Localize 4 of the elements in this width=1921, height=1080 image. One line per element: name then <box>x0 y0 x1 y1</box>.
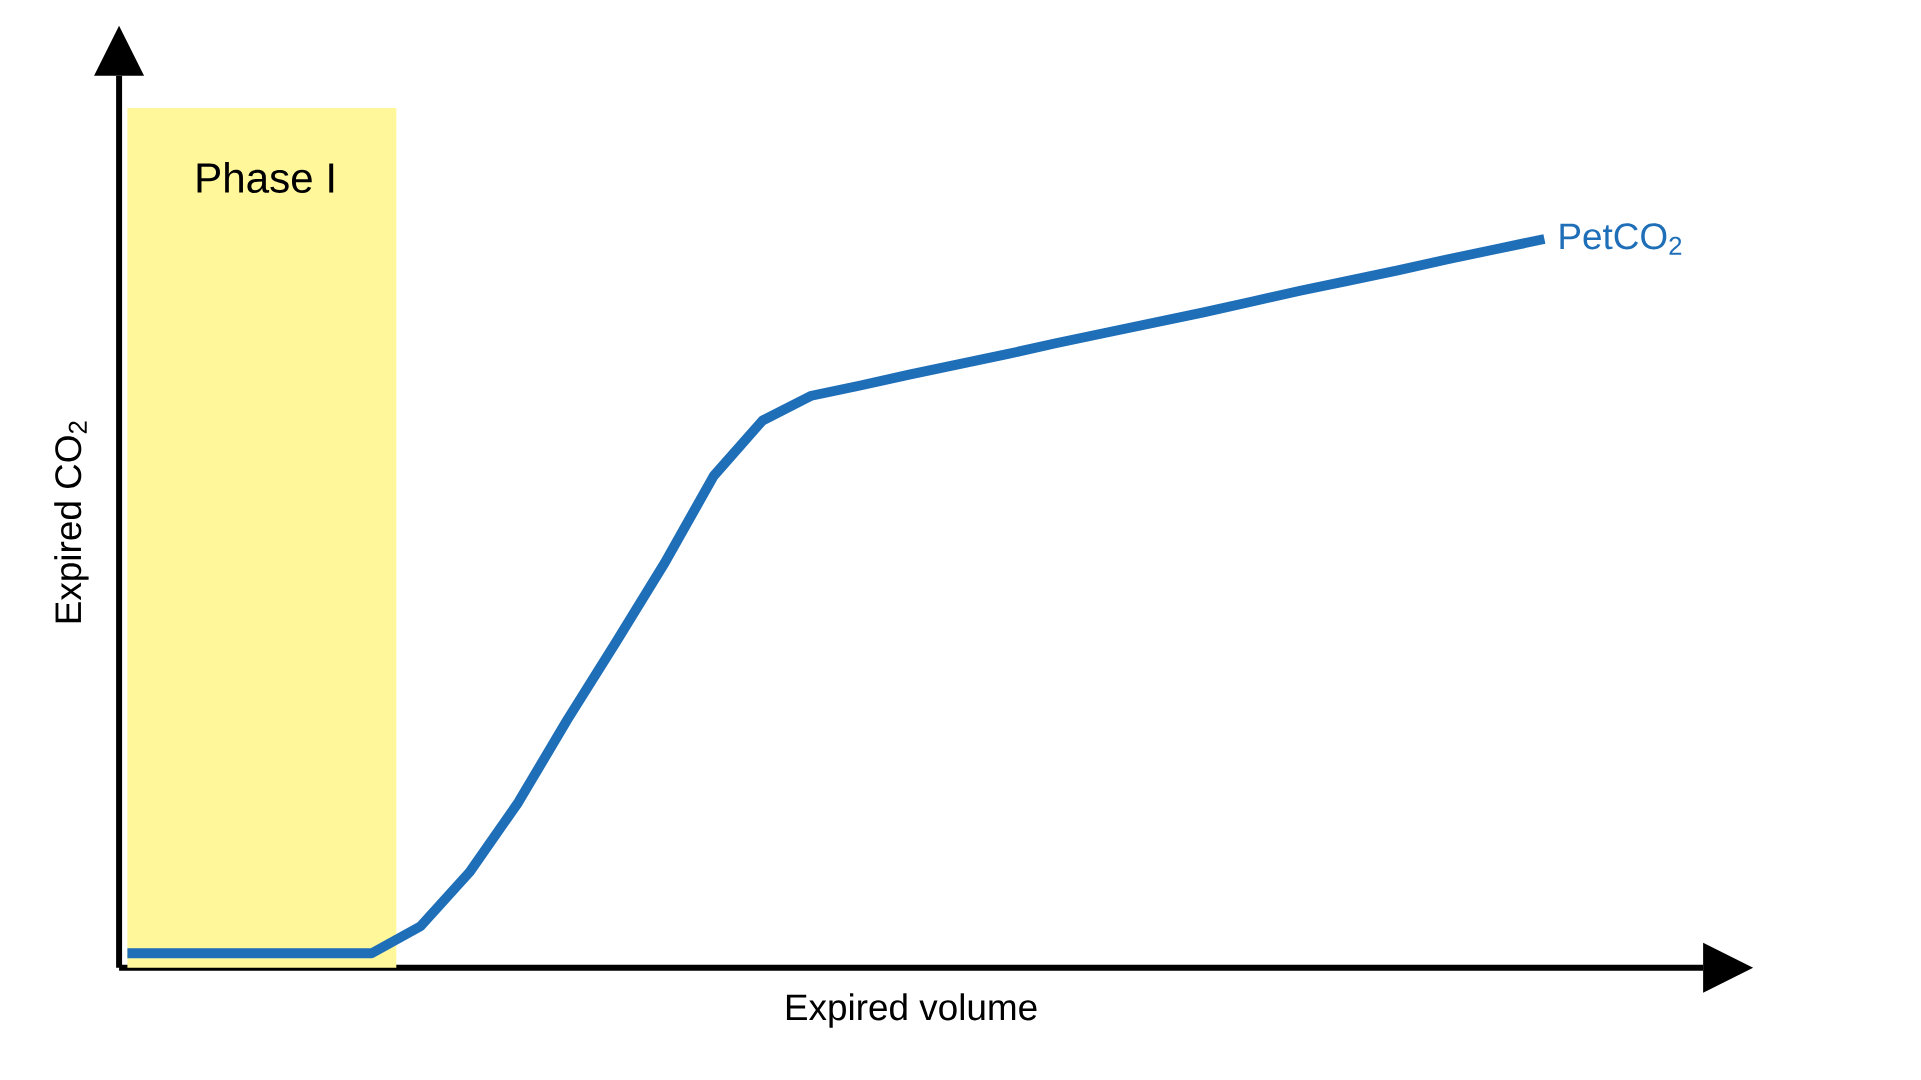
text: Phase I <box>197 162 334 193</box>
series-label: PetCO$_{2}$ <box>1560 223 1682 255</box>
y-axis-title: Expired CO$_{2}$ <box>54 421 89 623</box>
x-axis-title: Expired volume <box>786 993 1037 1028</box>
